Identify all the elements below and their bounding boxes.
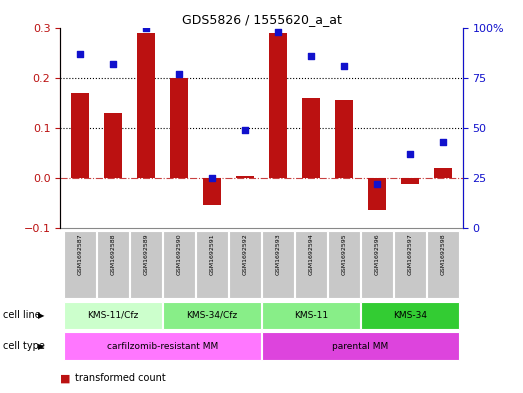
Text: GSM1692595: GSM1692595: [342, 233, 347, 275]
Text: cell line: cell line: [3, 310, 40, 320]
Text: GSM1692598: GSM1692598: [440, 233, 446, 275]
Bar: [262, 332, 459, 360]
Bar: [401, 178, 419, 184]
Text: GSM1692593: GSM1692593: [276, 233, 280, 275]
Point: [406, 151, 414, 157]
Bar: [64, 231, 96, 298]
Text: KMS-34/Cfz: KMS-34/Cfz: [186, 311, 237, 320]
Text: GSM1692597: GSM1692597: [407, 233, 413, 275]
Bar: [137, 33, 155, 178]
Bar: [203, 178, 221, 206]
Bar: [130, 231, 162, 298]
Bar: [328, 231, 360, 298]
Bar: [104, 113, 122, 178]
Text: parental MM: parental MM: [333, 342, 389, 351]
Bar: [163, 231, 195, 298]
Text: ▶: ▶: [38, 342, 44, 351]
Bar: [361, 231, 393, 298]
Bar: [196, 231, 228, 298]
Point: [208, 174, 216, 181]
Text: transformed count: transformed count: [75, 373, 166, 384]
Bar: [427, 231, 459, 298]
Text: GSM1692587: GSM1692587: [77, 233, 83, 275]
Point: [76, 50, 84, 57]
Text: GSM1692589: GSM1692589: [143, 233, 149, 275]
Bar: [229, 231, 261, 298]
Text: KMS-34: KMS-34: [393, 311, 427, 320]
Point: [142, 24, 150, 31]
Text: ▶: ▶: [38, 311, 44, 320]
Bar: [295, 231, 327, 298]
Point: [340, 62, 348, 69]
Bar: [302, 97, 320, 178]
Bar: [335, 100, 353, 178]
Text: carfilzomib-resistant MM: carfilzomib-resistant MM: [107, 342, 218, 351]
Text: GSM1692590: GSM1692590: [176, 233, 181, 275]
Bar: [236, 176, 254, 178]
Bar: [368, 178, 386, 210]
Text: GSM1692588: GSM1692588: [110, 233, 116, 275]
Bar: [361, 302, 459, 329]
Text: GSM1692594: GSM1692594: [309, 233, 313, 275]
Point: [373, 181, 381, 187]
Title: GDS5826 / 1555620_a_at: GDS5826 / 1555620_a_at: [181, 13, 342, 26]
Text: GSM1692591: GSM1692591: [210, 233, 214, 275]
Bar: [64, 302, 162, 329]
Bar: [262, 302, 360, 329]
Bar: [71, 93, 89, 178]
Bar: [434, 168, 452, 178]
Bar: [262, 231, 294, 298]
Bar: [269, 33, 287, 178]
Text: KMS-11/Cfz: KMS-11/Cfz: [87, 311, 139, 320]
Text: GSM1692596: GSM1692596: [374, 233, 380, 275]
Point: [241, 127, 249, 133]
Text: cell type: cell type: [3, 341, 44, 351]
Point: [109, 61, 117, 67]
Bar: [163, 302, 261, 329]
Text: KMS-11: KMS-11: [294, 311, 328, 320]
Text: ■: ■: [60, 373, 71, 384]
Bar: [64, 332, 261, 360]
Point: [307, 52, 315, 59]
Bar: [170, 78, 188, 178]
Point: [439, 139, 447, 145]
Point: [175, 70, 183, 77]
Bar: [97, 231, 129, 298]
Bar: [394, 231, 426, 298]
Text: GSM1692592: GSM1692592: [243, 233, 247, 275]
Point: [274, 28, 282, 35]
